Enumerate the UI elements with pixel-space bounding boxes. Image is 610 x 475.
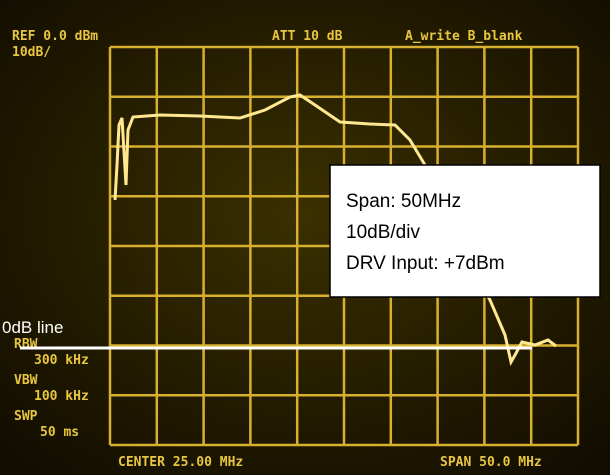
swp-value: 50 ms [40, 425, 79, 440]
vbw-value: 100 kHz [34, 389, 89, 404]
annotation-line: Span: 50MHz [346, 191, 461, 212]
swp-label: SWP [14, 409, 38, 424]
annotation-line: 10dB/div [346, 222, 420, 243]
trace-mode: A_write B_blank [405, 29, 523, 44]
scale: 10dB/ [12, 45, 51, 60]
center-freq: CENTER 25.00 MHz [118, 455, 243, 470]
zero-db-label: 0dB line [2, 318, 63, 337]
attenuation: ATT 10 dB [272, 29, 343, 44]
trace [113, 93, 557, 367]
span: SPAN 50.0 MHz [440, 455, 542, 470]
rbw-label: RBW [14, 337, 38, 352]
vbw-label: VBW [14, 373, 38, 388]
ref-level: REF 0.0 dBm [12, 29, 98, 44]
annotation-box [329, 164, 601, 298]
rbw-value: 300 kHz [34, 353, 89, 368]
annotation-line: DRV Input: +7dBm [346, 253, 505, 274]
